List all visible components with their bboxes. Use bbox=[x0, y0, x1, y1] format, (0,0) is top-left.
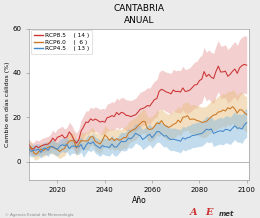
Text: E: E bbox=[205, 208, 213, 217]
Text: A: A bbox=[190, 208, 197, 217]
Text: met: met bbox=[218, 211, 234, 217]
Legend: RCP8.5    ( 14 ), RCP6.0    (  6 ), RCP4.5    ( 13 ): RCP8.5 ( 14 ), RCP6.0 ( 6 ), RCP4.5 ( 13… bbox=[31, 30, 92, 54]
Y-axis label: Cambio en días cálidos (%): Cambio en días cálidos (%) bbox=[4, 61, 10, 147]
X-axis label: Año: Año bbox=[132, 196, 146, 205]
Title: CANTABRIA
ANUAL: CANTABRIA ANUAL bbox=[114, 4, 165, 25]
Text: © Agencia Estatal de Meteorología: © Agencia Estatal de Meteorología bbox=[5, 213, 74, 217]
